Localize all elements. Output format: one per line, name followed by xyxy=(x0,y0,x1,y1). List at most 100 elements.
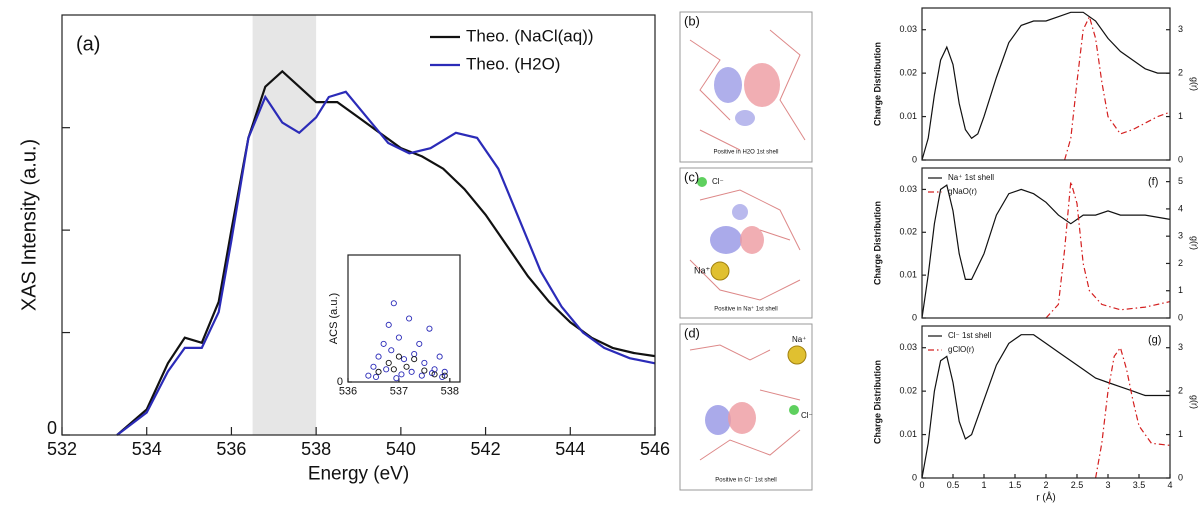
density-blob xyxy=(710,226,742,254)
molecule-lines xyxy=(689,344,801,461)
highlight-span xyxy=(252,15,317,435)
scatter-point xyxy=(385,321,392,328)
ion-label: Cl⁻ xyxy=(712,177,724,186)
scatter-point xyxy=(383,366,390,373)
series-line xyxy=(1064,15,1171,161)
y-tick-label: 0 xyxy=(912,312,917,322)
y2-tick-label: 0 xyxy=(1178,154,1183,164)
y2-tick-label: 2 xyxy=(1178,386,1183,396)
x-tick-label: 4 xyxy=(1167,480,1172,490)
legend-label: gNaO(r) xyxy=(948,187,977,196)
plot-frame xyxy=(61,14,656,436)
panel-label: (b) xyxy=(684,13,700,28)
legend-label: Theo. (NaCl(aq)) xyxy=(466,26,594,45)
x-tick-label: 540 xyxy=(386,439,416,459)
y2-tick-label: 3 xyxy=(1178,231,1183,241)
y-tick-label: 0.03 xyxy=(899,184,917,194)
x-tick-label: 538 xyxy=(441,385,459,397)
scatter-point xyxy=(416,340,423,347)
x-tick-label: 537 xyxy=(390,385,408,397)
x-tick-label: 532 xyxy=(47,439,77,459)
y-axis-label: Charge Distribution xyxy=(872,201,882,285)
y-tick-label: 0.01 xyxy=(899,270,917,280)
density-blob xyxy=(744,63,780,107)
y2-axis-label: g(r) xyxy=(1190,77,1200,91)
x-tick-label: 1.5 xyxy=(1009,480,1022,490)
x-tick-label: 2.5 xyxy=(1071,480,1084,490)
x-tick-label: 0 xyxy=(919,480,924,490)
x-tick-label: 542 xyxy=(471,439,501,459)
series-line xyxy=(116,90,656,436)
x-tick-label: 544 xyxy=(555,439,585,459)
y2-tick-label: 5 xyxy=(1178,176,1183,186)
density-blob xyxy=(714,67,742,103)
scatter-point xyxy=(365,372,372,379)
y2-tick-label: 4 xyxy=(1178,203,1183,213)
scatter-point xyxy=(421,367,428,374)
scatter-point xyxy=(418,372,425,379)
x-tick-label: 536 xyxy=(216,439,246,459)
panel-label: (a) xyxy=(76,33,100,55)
scatter-point xyxy=(385,359,392,367)
scatter-point xyxy=(411,356,418,363)
scatter-point xyxy=(375,368,382,375)
legend-label: gClO(r) xyxy=(948,345,975,354)
inset-background xyxy=(348,255,460,382)
x-tick-label: 534 xyxy=(132,439,162,459)
panel-label: (f) xyxy=(1148,176,1158,188)
y-tick-label: 0 xyxy=(912,154,917,164)
y2-axis-label: g(r) xyxy=(1190,236,1200,250)
image-caption: Positive in H2O 1st shell xyxy=(713,150,778,156)
x-tick-label: 536 xyxy=(339,385,357,397)
scatter-point xyxy=(388,347,395,354)
image-caption: Positive in Na⁺ 1st shell xyxy=(714,306,778,313)
scatter-point xyxy=(400,356,408,363)
x-axis-label: r (Å) xyxy=(1036,490,1055,503)
y2-tick-label: 0 xyxy=(1178,312,1183,322)
ion-label: Cl⁻ xyxy=(801,411,813,420)
ion-label: Na⁺ xyxy=(694,265,711,275)
x-tick-label: 546 xyxy=(640,439,670,459)
panel-label: (c) xyxy=(684,169,699,184)
scatter-point xyxy=(370,363,377,370)
x-tick-label: 2 xyxy=(1043,480,1048,490)
scatter-point xyxy=(431,371,438,378)
series-line xyxy=(1045,181,1171,319)
ion-label: Na⁺ xyxy=(792,335,806,344)
series-line xyxy=(921,334,1170,479)
plot-frame xyxy=(921,325,1171,479)
x-axis-label: Energy (eV) xyxy=(308,464,409,485)
molecule-lines xyxy=(689,189,801,301)
y2-tick-label: 2 xyxy=(1178,258,1183,268)
y2-tick-label: 1 xyxy=(1178,429,1183,439)
x-tick-label: 3 xyxy=(1105,480,1110,490)
series-line xyxy=(116,69,656,436)
panel-label: (d) xyxy=(684,325,700,340)
plot-frame xyxy=(921,7,1171,161)
scatter-point xyxy=(426,325,433,332)
cl-atom xyxy=(697,177,707,187)
y-tick-label: 0.01 xyxy=(899,111,917,121)
legend-label: Theo. (H2O) xyxy=(466,54,560,73)
y2-tick-label: 2 xyxy=(1178,68,1183,78)
plot-frame xyxy=(347,254,461,383)
density-image-c: Cl⁻ Na⁺ (c) Positive in Na⁺ 1st shell xyxy=(679,167,813,319)
y-tick-label: 0 xyxy=(912,472,917,482)
x-tick-label: 1 xyxy=(981,480,986,490)
y2-axis-label: g(r) xyxy=(1190,395,1200,409)
x-tick-label: 3.5 xyxy=(1133,480,1146,490)
scatter-point xyxy=(372,373,380,380)
y-tick-label: 0.02 xyxy=(899,68,917,78)
x-tick-label: 0.5 xyxy=(947,480,960,490)
density-image-b: (b) Positive in H2O 1st shell xyxy=(679,11,813,163)
y2-tick-label: 0 xyxy=(1178,472,1183,482)
panel-label: (g) xyxy=(1148,334,1161,346)
scatter-point xyxy=(395,353,402,360)
scatter-point xyxy=(390,366,397,373)
scatter-point xyxy=(441,372,448,379)
density-blob xyxy=(735,110,755,126)
y2-tick-label: 1 xyxy=(1178,285,1183,295)
density-blob xyxy=(705,405,731,435)
y-axis-label: Charge Distribution xyxy=(872,360,882,444)
